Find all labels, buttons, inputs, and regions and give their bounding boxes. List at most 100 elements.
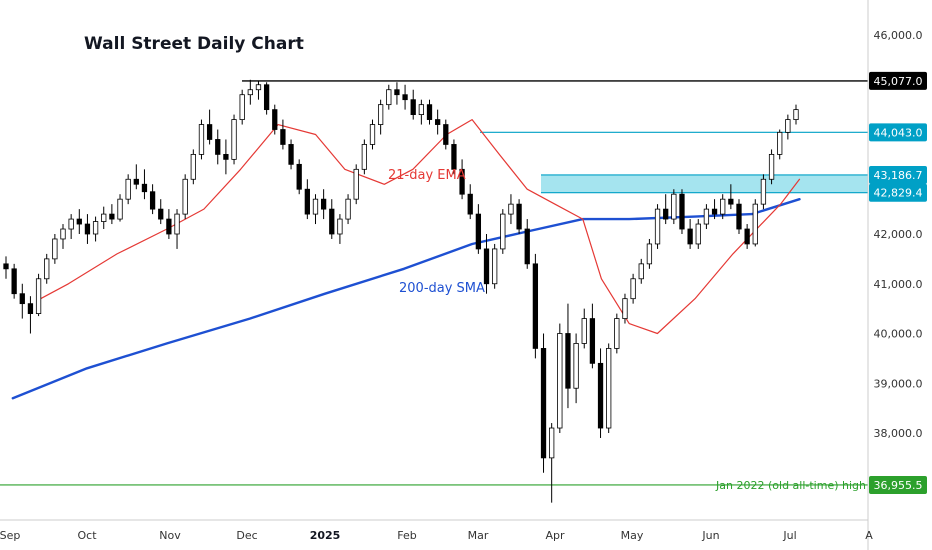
candle-body — [304, 188, 310, 215]
x-tick-label: Oct — [77, 529, 97, 542]
candle-body — [280, 129, 286, 145]
candle-body — [573, 343, 579, 389]
candle-body — [671, 193, 677, 220]
candle-body — [76, 218, 82, 225]
candle-body — [703, 208, 710, 225]
candle-body — [272, 109, 278, 130]
candle-body — [101, 213, 107, 222]
candle-body — [402, 94, 408, 101]
candle-body — [500, 213, 506, 250]
candle-body — [418, 104, 425, 116]
candle-body — [483, 248, 490, 285]
candle-body — [768, 153, 775, 180]
ema-21-line — [40, 119, 801, 335]
price-level-badge — [869, 165, 927, 184]
candle-body — [516, 203, 522, 230]
candle-body — [223, 153, 229, 160]
price-level-badge — [869, 123, 927, 142]
candle-body — [736, 203, 742, 230]
candle-body — [744, 228, 750, 245]
x-tick-label: Jun — [701, 529, 719, 542]
candle-body — [60, 228, 66, 240]
candle-body — [687, 228, 693, 245]
candle-body — [369, 124, 376, 145]
price-level-label: 43,186.7 — [874, 169, 923, 182]
candle-body — [84, 223, 91, 235]
y-tick-label: 39,000.0 — [874, 377, 923, 390]
candle-body — [263, 84, 270, 111]
candle-body — [622, 298, 628, 319]
candle-body — [255, 84, 262, 91]
x-tick-label: Mar — [468, 529, 489, 542]
candle-body — [549, 427, 555, 459]
candle-body — [11, 268, 17, 295]
candle-body — [166, 218, 172, 235]
candle-body — [117, 198, 123, 220]
candle-body — [215, 139, 221, 155]
candle-body — [606, 348, 612, 429]
x-tick-label: Dec — [236, 529, 257, 542]
candle-body — [345, 198, 351, 220]
candle-body — [557, 333, 563, 429]
candle-body — [133, 178, 139, 185]
annotation-label: 200-day SMA — [399, 281, 485, 296]
price-level-badge — [869, 183, 927, 202]
chart-title: Wall Street Daily Chart — [84, 34, 304, 54]
support-resistance-zone — [541, 174, 868, 193]
candle-body — [109, 213, 115, 220]
candle-body — [92, 221, 99, 235]
candle-body — [793, 109, 799, 120]
candle-body — [149, 191, 156, 210]
candle-body — [467, 193, 473, 215]
candle-body — [711, 208, 718, 215]
candle-body — [760, 178, 767, 205]
annotation-label: Jan 2022 (old all-time) high — [715, 479, 866, 492]
candle-body — [239, 94, 245, 120]
price-level-badge — [869, 71, 927, 90]
candle-body — [443, 124, 449, 145]
price-level-label: 44,043.0 — [874, 126, 923, 139]
candle-body — [459, 168, 465, 195]
candle-body — [19, 293, 25, 305]
candle-body — [540, 348, 547, 459]
price-level-badge — [869, 475, 927, 494]
x-tick-label: Apr — [545, 529, 565, 542]
candle-body — [695, 223, 701, 245]
candle-body — [320, 198, 327, 210]
candle-body — [654, 208, 661, 245]
candle-body — [231, 119, 237, 160]
y-tick-label: 46,000.0 — [874, 29, 923, 42]
candle-body — [451, 144, 457, 170]
candle-body — [27, 303, 34, 314]
x-tick-label: May — [621, 529, 644, 542]
candle-body — [426, 104, 433, 120]
sma-200-line — [11, 198, 801, 400]
candle-body — [777, 131, 783, 155]
candle-body — [377, 104, 384, 125]
candle-body — [752, 203, 758, 245]
candle-body — [630, 278, 636, 300]
x-tick-label: 2025 — [310, 529, 341, 542]
candle-body — [182, 178, 188, 215]
candle-body — [329, 208, 335, 235]
candle-body — [394, 89, 400, 96]
price-level-label: 36,955.5 — [874, 479, 923, 492]
candle-body — [646, 243, 653, 265]
candle-body — [679, 193, 685, 230]
candle-body — [35, 278, 42, 314]
y-tick-label: 38,000.0 — [874, 427, 923, 440]
annotation-label: 21-day EMA — [388, 168, 466, 183]
price-level-label: 42,829.4 — [874, 187, 923, 200]
candle-body — [728, 198, 734, 205]
candle-body — [638, 263, 644, 280]
candle-body — [532, 263, 539, 349]
candle-body — [581, 318, 587, 344]
candle-body — [3, 263, 9, 270]
candle-body — [565, 333, 571, 389]
candle-body — [190, 153, 196, 180]
candle-body — [663, 208, 669, 220]
y-tick-label: 40,000.0 — [874, 328, 923, 341]
candle-body — [353, 168, 359, 200]
candle-body — [524, 228, 530, 265]
candle-body — [174, 213, 180, 235]
